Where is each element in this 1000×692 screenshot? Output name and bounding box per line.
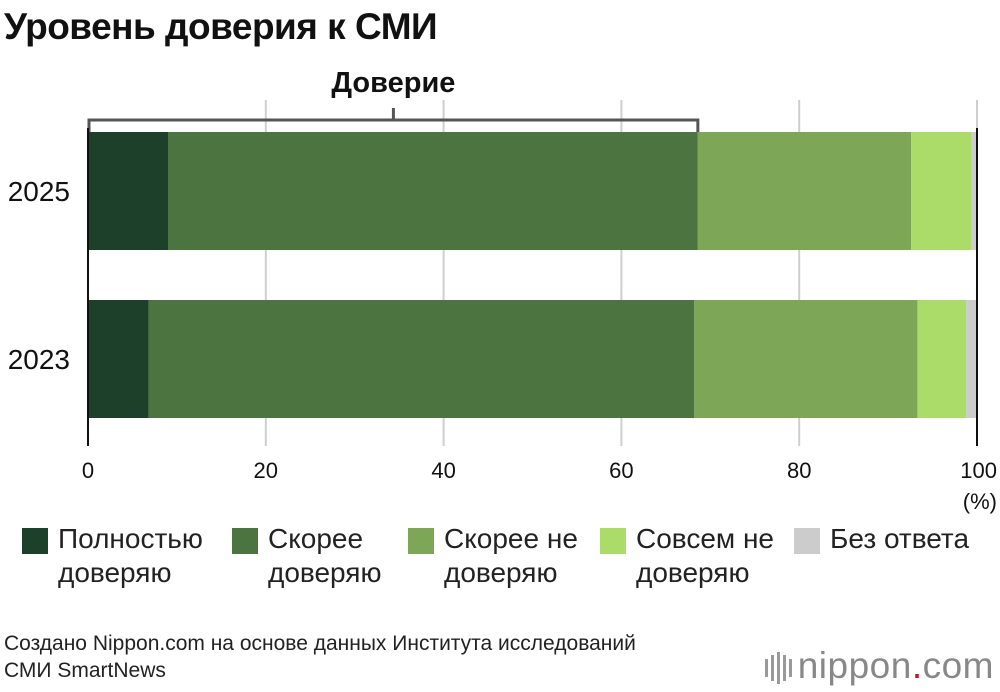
legend-item: Скорее доверяю	[232, 522, 381, 590]
bar-segment	[911, 132, 972, 250]
chart-legend: Полностью доверяю Скорее доверяю Скорее не…	[22, 522, 998, 602]
bar-segment	[697, 132, 912, 250]
chart-title: Уровень доверия к СМИ	[4, 6, 438, 47]
legend-swatch	[232, 528, 258, 554]
bar-segment	[966, 300, 977, 418]
bar-segment	[88, 132, 169, 250]
nippon-brand-icon	[764, 652, 792, 685]
legend-label: Без ответа	[830, 523, 970, 554]
category-label: 2023	[8, 344, 70, 375]
brand-name: nippon	[797, 645, 912, 686]
x-tick-label: 80	[787, 458, 811, 483]
legend-swatch	[794, 528, 820, 554]
x-axis-unit: (%)	[963, 489, 997, 514]
legend-label: Скорее доверяю	[268, 523, 382, 588]
legend-item: Совсем не доверяю	[600, 522, 774, 590]
bar-segment	[971, 132, 977, 250]
trust-bracket-label: Доверие	[331, 67, 455, 99]
bar-segment	[694, 300, 918, 418]
stacked-bar-chart: Доверие 2025 2023 0 20 40 60 80 100 (%)	[8, 67, 997, 514]
x-tick-label: 20	[254, 458, 278, 483]
brand-suffix: com	[922, 645, 994, 686]
source-note: Создано Nippon.com на основе данных Инст…	[4, 632, 636, 682]
bar-segment	[168, 132, 698, 250]
x-tick-label: 60	[609, 458, 633, 483]
bar-segment	[88, 300, 149, 418]
legend-swatch	[600, 528, 626, 554]
x-tick-label: 0	[82, 458, 94, 483]
legend-item: Полностью доверяю	[22, 522, 203, 590]
legend-swatch	[408, 528, 434, 554]
bar-segment	[148, 300, 695, 418]
legend-item: Скорее не доверяю	[408, 522, 578, 590]
x-tick-label: 100	[960, 458, 997, 483]
legend-swatch	[22, 528, 48, 554]
legend-label: Совсем не доверяю	[636, 523, 774, 588]
bar-segment	[917, 300, 967, 418]
trust-bracket	[87, 118, 700, 132]
legend-item: Без ответа	[794, 522, 969, 556]
category-label: 2025	[8, 176, 70, 207]
nippon-logo: nippon.com	[764, 644, 994, 688]
legend-label: Полностью доверяю	[58, 523, 203, 588]
legend-label: Скорее не доверяю	[444, 523, 578, 588]
x-tick-label: 40	[431, 458, 455, 483]
brand-dot: .	[911, 645, 923, 686]
